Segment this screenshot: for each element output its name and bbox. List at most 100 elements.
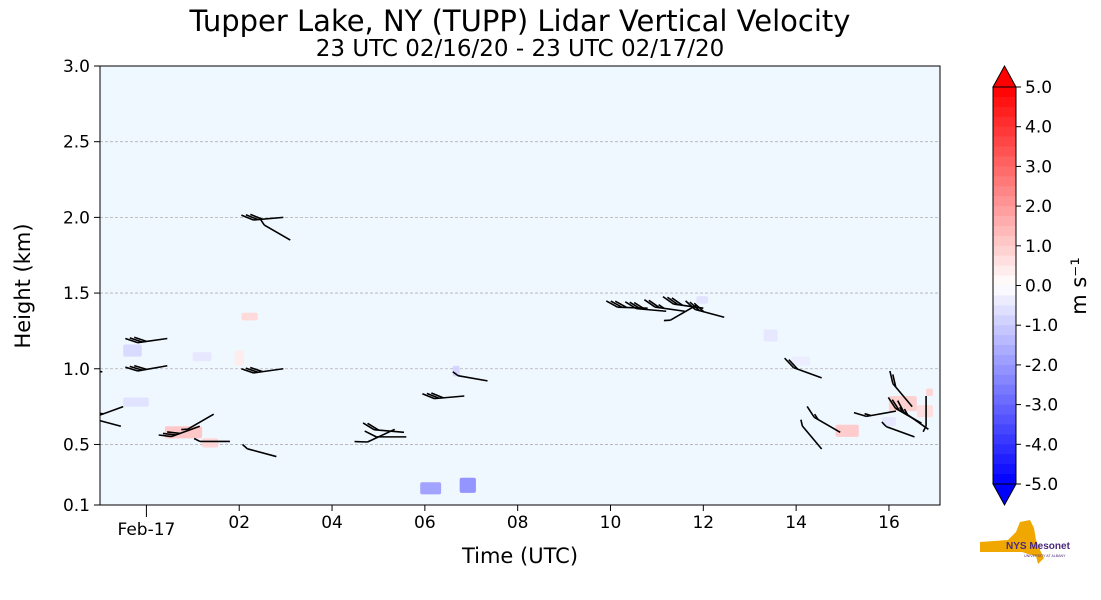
barb-full-flag [892, 374, 897, 388]
wind-barb [242, 443, 277, 458]
barb-staff [903, 411, 929, 430]
y-axis: 0.1 0.5 1.0 1.5 2.0 2.5 3.0 [63, 57, 100, 516]
barb-full-flag [125, 337, 138, 344]
barb-full-flag [693, 302, 705, 313]
x-tick-label: 14 [785, 513, 807, 533]
barb-full-flag [614, 300, 628, 309]
wind-barb [800, 419, 823, 450]
colorbar-tick-label: 4.0 [1025, 118, 1052, 138]
barb-half-flag [260, 219, 265, 226]
barb-full-flag [362, 422, 375, 431]
wind-barb [364, 430, 407, 438]
x-tick-label: 10 [600, 513, 622, 533]
barb-half-flag [899, 406, 904, 414]
colorbar-segment [993, 444, 1016, 455]
colorbar-segment [993, 176, 1016, 187]
barb-full-flag [364, 430, 377, 438]
barb-full-flag [605, 300, 619, 308]
y-tick-label: 1.0 [63, 360, 90, 380]
barb-full-flag [806, 406, 815, 418]
wind-barb [125, 336, 168, 344]
colorbar-segment [993, 354, 1016, 366]
velocity-patch [202, 438, 219, 448]
plot-frame [99, 65, 941, 506]
barb-staff [801, 425, 823, 450]
barb-full-flag [666, 296, 679, 306]
barb-full-flag [422, 393, 435, 400]
barb-staff [263, 224, 291, 241]
barb-staff [434, 395, 465, 400]
barb-full-flag [250, 213, 263, 220]
barb-full-flag [629, 301, 642, 310]
colorbar-segment [993, 216, 1016, 227]
velocity-patch [192, 352, 212, 362]
barb-full-flag [241, 367, 254, 374]
colorbar-segment [993, 454, 1016, 465]
colorbar-segment [993, 156, 1016, 167]
colorbar-segment [993, 394, 1016, 406]
colorbar-segment [993, 126, 1016, 138]
barb-full-flag [891, 399, 901, 411]
wind-barb [881, 421, 915, 438]
wind-barb [452, 371, 488, 382]
velocity-patch [835, 424, 859, 437]
colorbar-segment [993, 474, 1016, 485]
colorbar-segment [993, 255, 1016, 267]
colorbar-segment [993, 414, 1016, 426]
colorbar-segment [993, 404, 1016, 416]
barb-full-flag [85, 411, 98, 420]
colorbar-segment [993, 285, 1016, 297]
velocity-patch [234, 350, 244, 366]
velocity-patch [881, 417, 896, 427]
colorbar-tick-label: 2.0 [1025, 197, 1052, 217]
barb-full-flag [624, 301, 637, 310]
colorbar-segment [993, 196, 1016, 207]
logo-text: NYS Mesonet [1006, 541, 1071, 552]
barb-half-flag [813, 413, 819, 421]
colorbar-segment [993, 384, 1016, 396]
velocity-patch [696, 296, 708, 304]
wind-barb [853, 410, 897, 418]
wind-barbs [85, 213, 929, 458]
barb-full-flag [633, 301, 646, 311]
colorbar-segment [993, 166, 1016, 177]
y-tick-label: 0.1 [63, 496, 90, 516]
barb-full-flag [158, 434, 172, 438]
velocity-patch [123, 397, 149, 407]
barb-staff [137, 364, 168, 372]
x-axis-label: Time (UTC) [461, 544, 578, 568]
barb-half-flag [242, 443, 248, 450]
colorbar-segment [993, 315, 1016, 326]
barb-half-flag [193, 437, 201, 443]
colorbar-segment [993, 374, 1016, 386]
barb-full-flag [86, 410, 99, 419]
wind-barb [181, 413, 215, 431]
barb-full-flag [426, 392, 440, 399]
barb-full-flag [431, 392, 444, 399]
barb-half-flag [881, 421, 887, 428]
x-tick-label: Feb-17 [117, 520, 175, 540]
x-axis: Feb-17 02 04 06 08 10 12 14 16 [117, 505, 900, 540]
barb-half-flag [658, 303, 665, 309]
colorbar-segment [993, 87, 1016, 98]
y-tick-label: 0.5 [63, 435, 90, 455]
wind-barb [241, 366, 284, 374]
barb-staff [100, 405, 124, 418]
wind-barb [662, 295, 704, 309]
colorbar-segment [993, 106, 1016, 118]
barb-half-flag [922, 425, 927, 433]
colorbar-tick-label: 1.0 [1025, 237, 1052, 257]
logo-subtext: UNIVERSITY AT ALBANY [1024, 554, 1066, 558]
barb-full-flag [689, 301, 701, 312]
y-tick-label: 2.0 [63, 208, 90, 228]
x-tick-label: 02 [228, 513, 250, 533]
velocity-patch [241, 312, 258, 321]
colorbar-segment [993, 305, 1016, 316]
velocity-patch [420, 482, 442, 495]
barb-full-flag [167, 431, 181, 435]
velocity-patch [791, 356, 811, 366]
barb-full-flag [367, 422, 379, 431]
colorbar-tick-label: -1.0 [1025, 316, 1058, 336]
barb-full-flag [162, 432, 176, 436]
x-tick-label: 08 [507, 513, 529, 533]
